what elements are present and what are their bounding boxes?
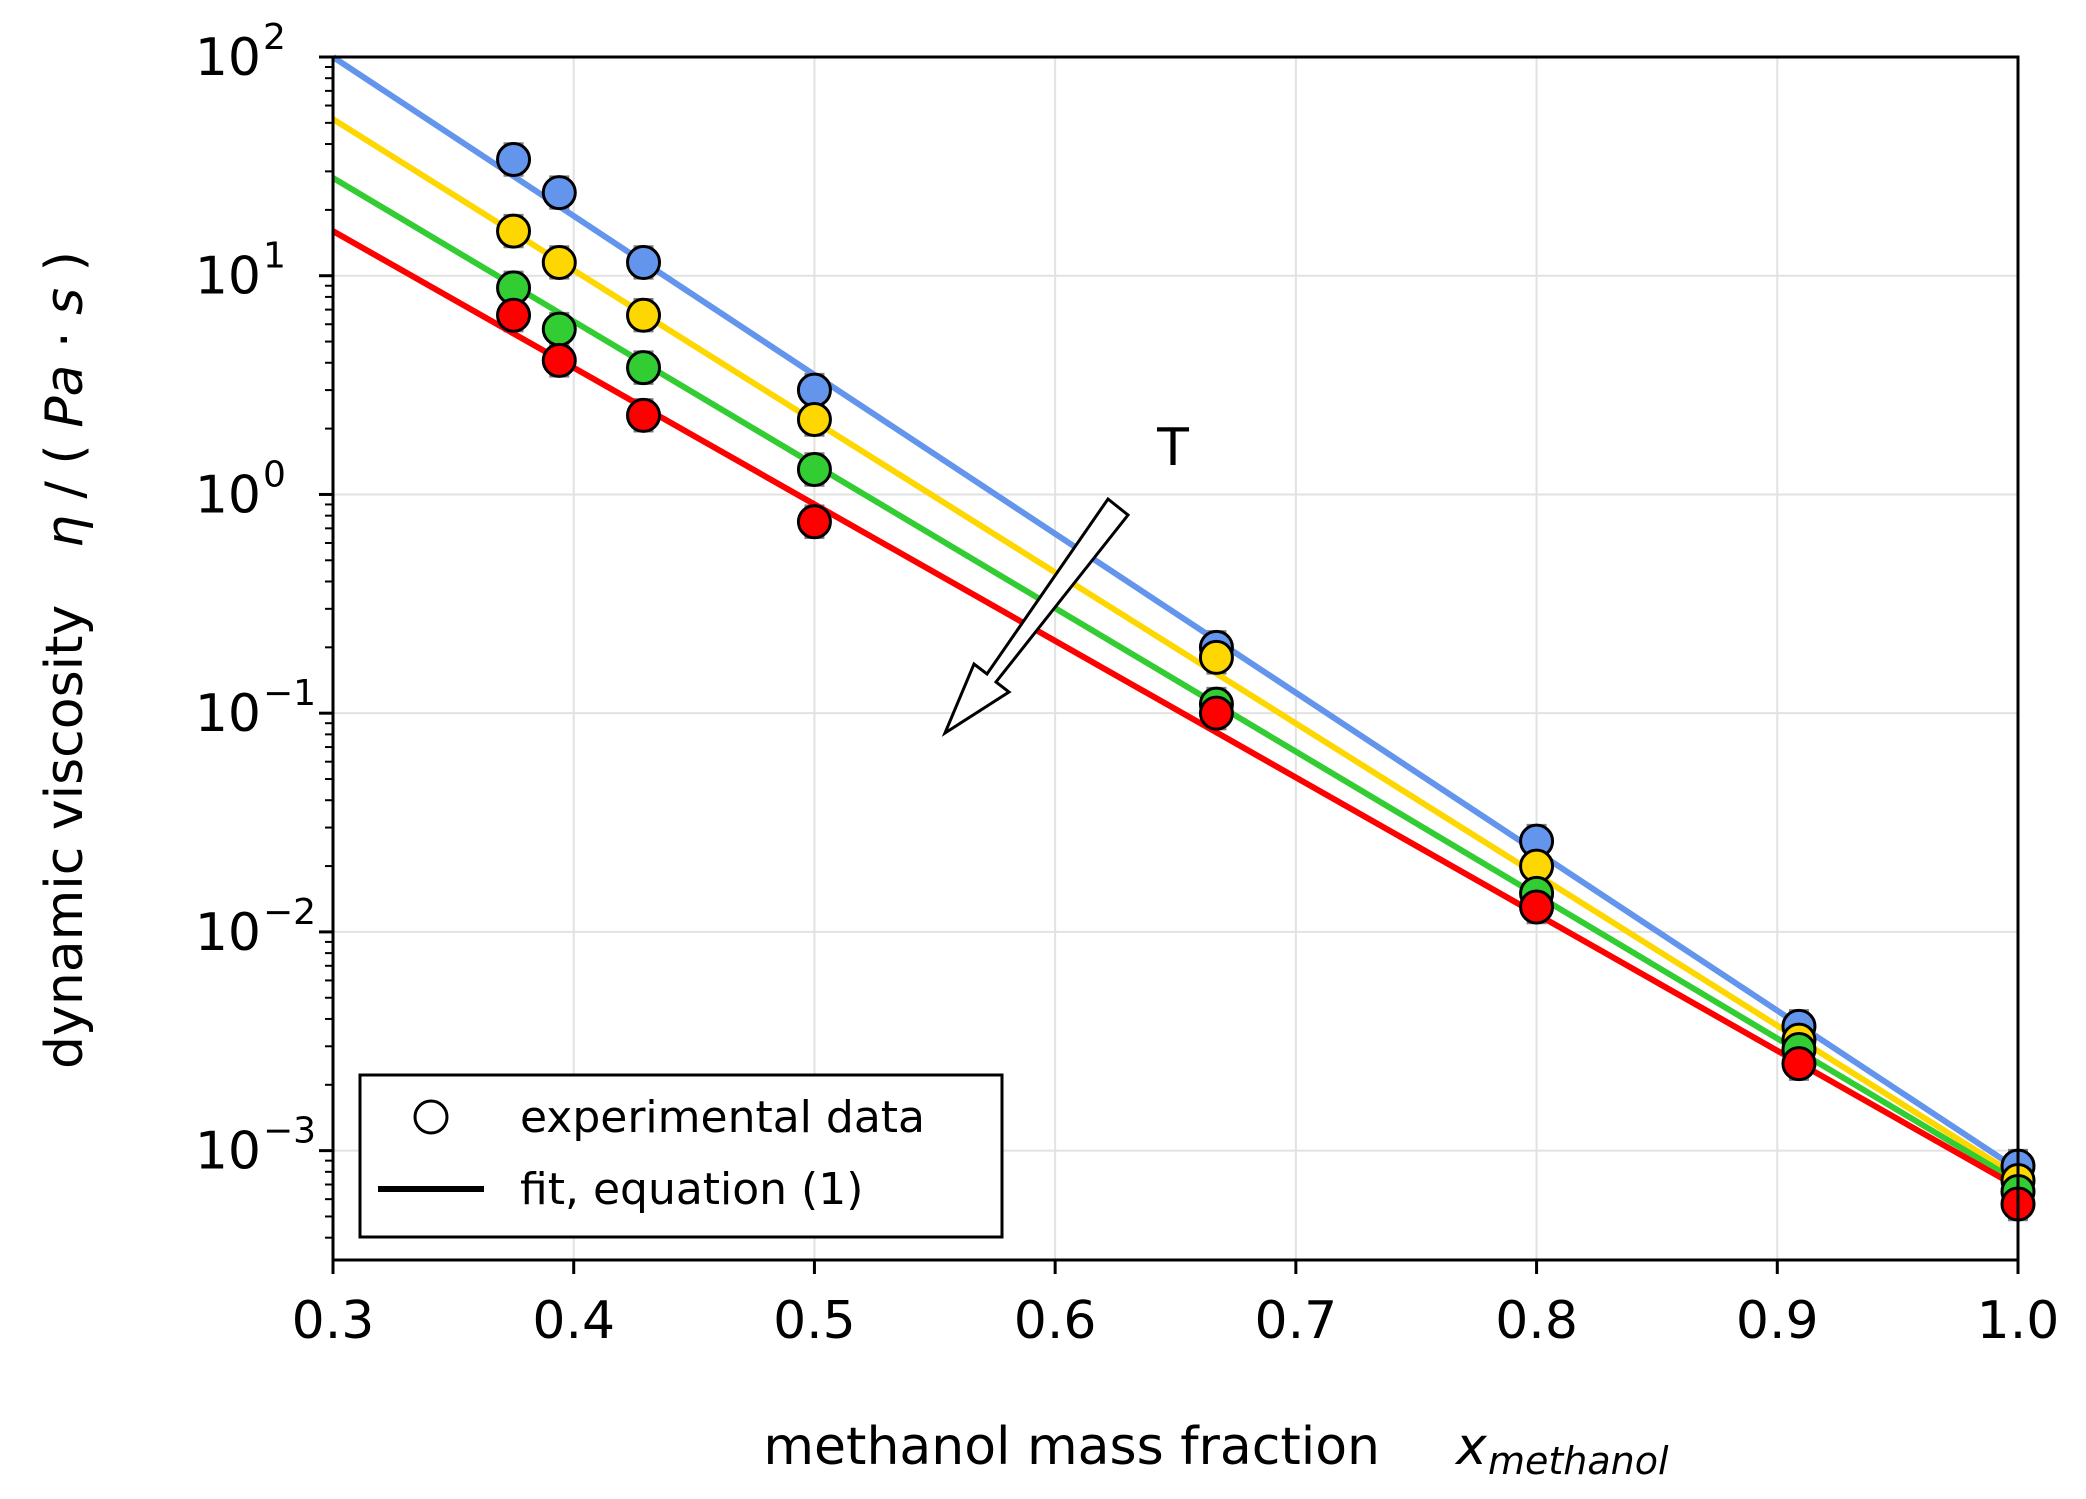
data-marker-layer (496, 141, 2036, 1222)
data-point (496, 213, 532, 249)
fit-line (331, 116, 2020, 1180)
x-tick-label: 0.5 (773, 1291, 856, 1351)
legend-entry-fit: fit, equation (1) (520, 1164, 863, 1215)
y-tick-label-exponent: −1 (263, 673, 316, 714)
data-point (1198, 695, 1234, 731)
x-axis-subscript: methanol (1488, 1439, 1669, 1483)
data-point (541, 175, 577, 211)
y-tick-label-base: 10 (195, 1122, 261, 1182)
legend-frame (358, 1073, 1004, 1239)
data-point (541, 342, 577, 378)
data-point (1519, 889, 1555, 925)
tick-layer: 0.3 0.4 0.5 0.6 0.7 0.8 0.9 1.010−310−210−110 01… (195, 17, 2060, 1351)
data-point (626, 244, 662, 280)
plot-frame (331, 55, 2020, 1262)
fit-line (331, 54, 2020, 1172)
legend: experimental data fit, equation (1) (358, 1073, 1004, 1239)
y-tick-label-base: 10 (195, 28, 261, 88)
data-point (796, 402, 832, 438)
x-axis-symbol: x (1454, 1417, 1488, 1477)
fit-line-layer (331, 54, 2020, 1190)
data-point (1781, 1046, 1817, 1082)
y-axis-label-unit-pa: Pa (35, 365, 95, 428)
data-point (541, 244, 577, 280)
y-tick-label-exponent: −2 (263, 892, 316, 933)
x-tick-label: 1.0 (1977, 1291, 2060, 1351)
y-axis-label-eta: η (35, 515, 95, 548)
y-axis-label-unit-close: ) (35, 251, 95, 271)
temperature-arrow (941, 496, 1131, 737)
legend-entry-experimental: experimental data (520, 1092, 925, 1143)
data-point (496, 141, 532, 177)
x-tick-label: 0.3 (292, 1291, 375, 1351)
y-axis-label-unit-s: s (35, 288, 95, 315)
x-tick-label: 0.9 (1736, 1291, 1819, 1351)
y-tick-label-exponent: 0 (263, 454, 286, 495)
x-tick-label: 0.7 (1255, 1291, 1338, 1351)
data-point (626, 350, 662, 386)
data-point (796, 504, 832, 540)
y-axis-label-unit-dot: · (35, 315, 95, 348)
x-tick-label: 0.6 (1014, 1291, 1097, 1351)
x-tick-label: 0.8 (1495, 1291, 1578, 1351)
y-tick-label-exponent: 1 (263, 236, 286, 277)
data-point (796, 372, 832, 408)
data-point (541, 311, 577, 347)
y-tick-label-base: 10 (195, 465, 261, 525)
y-tick-label-exponent: −3 (263, 1111, 316, 1152)
x-tick-label: 0.4 (532, 1291, 615, 1351)
data-point (626, 397, 662, 433)
legend-marker-icon (413, 1099, 449, 1135)
x-axis-label: methanol mass fraction (763, 1417, 1380, 1477)
y-axis-label-unit-open: / ( (35, 444, 95, 498)
data-point (496, 297, 532, 333)
y-axis-label-group: dynamic viscosity η / ( Pa · s ) (35, 251, 95, 1069)
temperature-label: T (1156, 418, 1189, 478)
y-tick-label-base: 10 (195, 684, 261, 744)
y-axis-label-main: dynamic viscosity (35, 605, 95, 1069)
y-axis-label: dynamic viscosity η / ( Pa · s ) (35, 251, 95, 1069)
fit-line (331, 175, 2020, 1185)
y-tick-label-base: 10 (195, 247, 261, 307)
data-point (1198, 639, 1234, 675)
y-tick-label-base: 10 (195, 903, 261, 963)
data-point (626, 297, 662, 333)
fit-line (331, 228, 2020, 1190)
data-point (796, 452, 832, 488)
y-tick-label-exponent: 2 (263, 17, 286, 58)
